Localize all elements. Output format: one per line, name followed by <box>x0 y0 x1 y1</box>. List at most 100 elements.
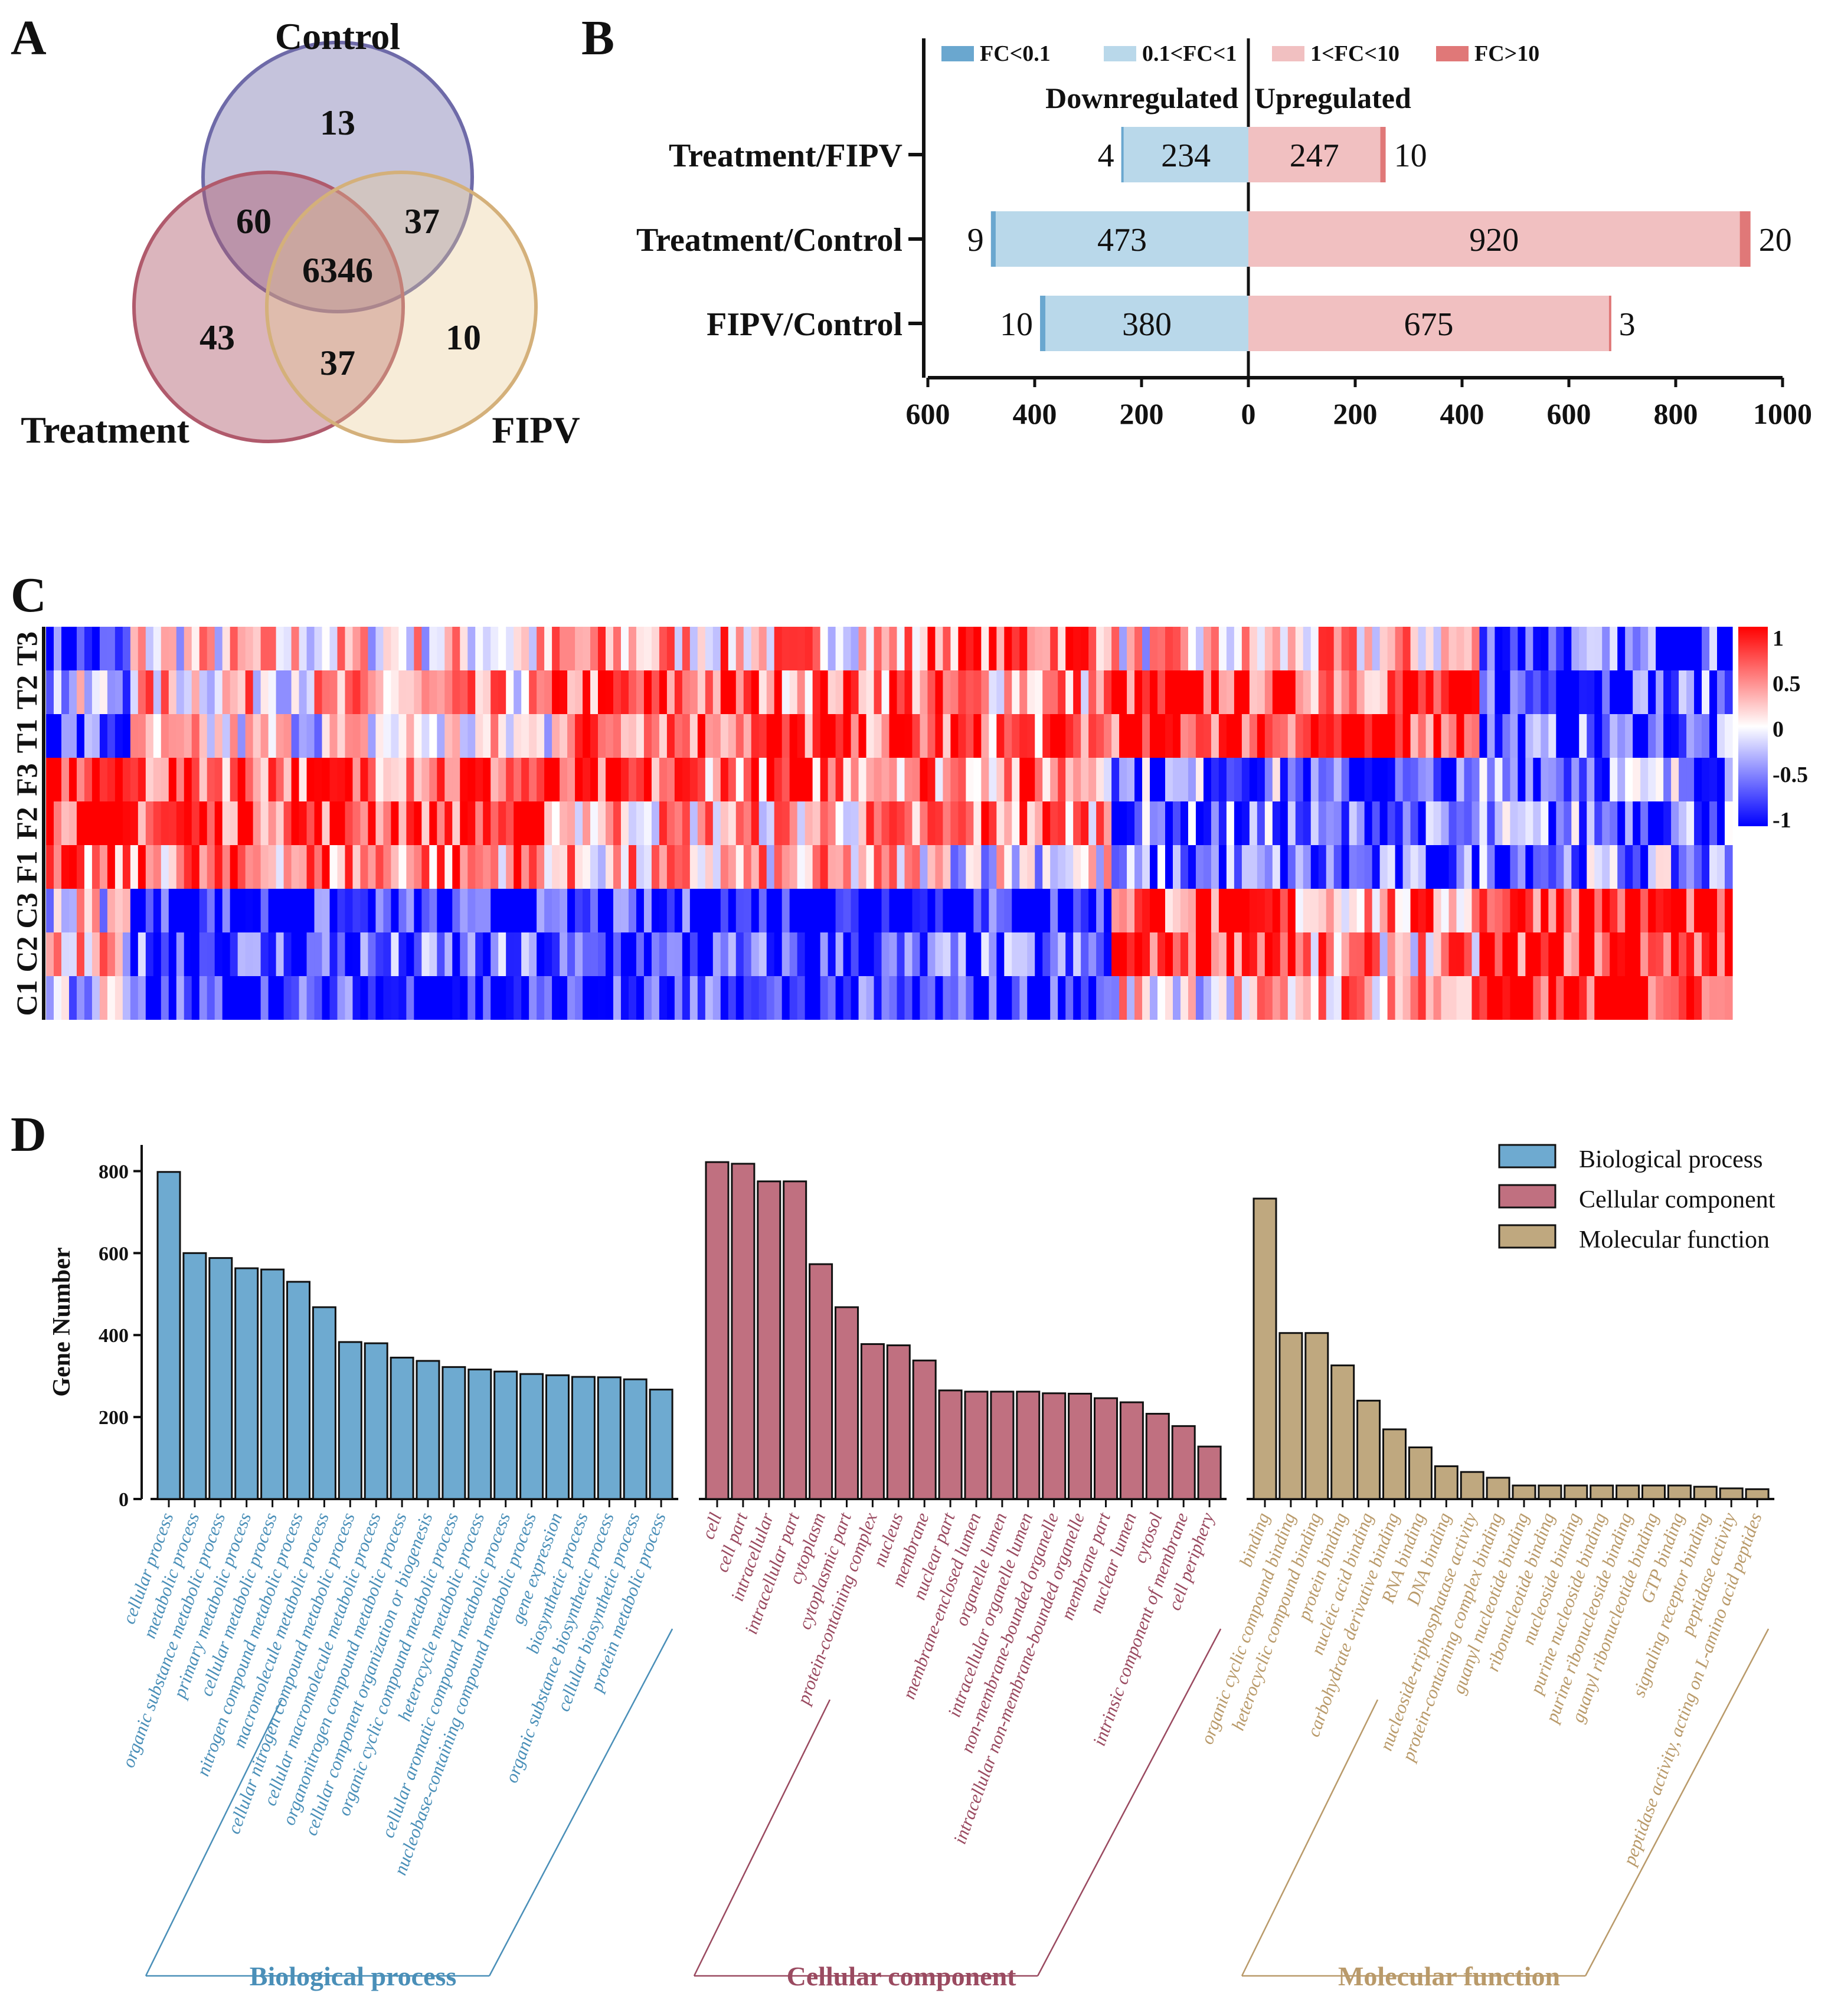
heatmap-cell <box>506 801 514 845</box>
heatmap-cell <box>560 627 568 670</box>
heatmap-cell <box>1257 889 1265 932</box>
heatmap-cell <box>613 627 622 670</box>
heatmap-cell <box>222 758 231 801</box>
heatmap-cell <box>781 976 790 1020</box>
heatmap-cell <box>1241 670 1250 714</box>
heatmap-cell <box>1679 801 1687 845</box>
heatmap-cell <box>352 801 361 845</box>
heatmap-cell <box>575 670 583 714</box>
go-bar <box>208 1257 233 1500</box>
heatmap-cell <box>207 758 215 801</box>
heatmap-cell <box>1249 889 1258 932</box>
heatmap-cell <box>529 889 537 932</box>
heatmap-cell <box>628 889 637 932</box>
heatmap-cell <box>230 845 238 889</box>
go-bar <box>649 1389 673 1500</box>
heatmap-cell <box>460 801 468 845</box>
heatmap-cell <box>697 932 706 976</box>
heatmap-cell <box>789 627 798 670</box>
heatmap-cell <box>429 758 437 801</box>
heatmap-cell <box>1648 627 1656 670</box>
heatmap-cell <box>498 714 506 758</box>
venn-count-control-only: 13 <box>320 103 355 142</box>
heatmap-cell <box>1280 758 1289 801</box>
heatmap-cell <box>950 670 959 714</box>
heatmap-cell <box>720 845 729 889</box>
heatmap-cell <box>138 627 146 670</box>
heatmap-cell <box>1119 758 1127 801</box>
heatmap-cell <box>84 627 93 670</box>
heatmap-cell <box>475 932 483 976</box>
heatmap-cell <box>153 976 162 1020</box>
heatmap-cell <box>76 932 85 976</box>
heatmap-cell <box>490 670 499 714</box>
heatmap-cell <box>1686 714 1695 758</box>
heatmap-cell <box>598 976 606 1020</box>
heatmap-cell <box>812 976 821 1020</box>
heatmap-cell <box>1617 889 1626 932</box>
heatmap-cell <box>1709 845 1718 889</box>
heatmap-cell <box>1088 845 1097 889</box>
heatmap-cell <box>306 714 315 758</box>
heatmap-cell <box>1127 714 1135 758</box>
heatmap-cell <box>843 976 852 1020</box>
heatmap-cell <box>789 976 798 1020</box>
heatmap-cell <box>743 758 752 801</box>
heatmap-cell <box>1019 932 1028 976</box>
heatmap-cell <box>1111 976 1120 1020</box>
heatmap-cell <box>1633 714 1641 758</box>
heatmap-cell <box>1502 932 1510 976</box>
heatmap-cell <box>276 976 284 1020</box>
heatmap-cell <box>130 758 139 801</box>
heatmap-cell <box>858 889 867 932</box>
heatmap-cell <box>345 670 354 714</box>
heatmap-cell <box>145 932 154 976</box>
heatmap-cell <box>1541 801 1549 845</box>
heatmap-cell <box>138 758 146 801</box>
heatmap-cell <box>689 889 698 932</box>
heatmap-cell <box>483 889 491 932</box>
heatmap-cell <box>1602 845 1610 889</box>
heatmap-cell <box>1234 976 1242 1020</box>
go-bar <box>1408 1446 1433 1500</box>
heatmap-cell <box>207 889 215 932</box>
heatmap-cell <box>237 845 246 889</box>
heatmap-cell <box>230 670 238 714</box>
heatmap-cell <box>1518 758 1526 801</box>
diverging-bar-chart: FC<0.1 0.1<FC<1 1<FC<10 FC>10 Downregula… <box>636 38 1812 430</box>
heatmap-cell <box>76 889 85 932</box>
heatmap-cell <box>1272 889 1281 932</box>
heatmap-cell <box>575 845 583 889</box>
heatmap-cell <box>368 976 377 1020</box>
heatmap-cell <box>1165 714 1173 758</box>
heatmap-cell <box>1625 627 1633 670</box>
heatmap-cell <box>567 932 575 976</box>
heatmap-cell <box>758 714 767 758</box>
heatmap-cell <box>253 670 261 714</box>
heatmap-cell <box>935 845 944 889</box>
heatmap-cell <box>1487 845 1496 889</box>
heatmap-cell <box>874 889 882 932</box>
heatmap-cell <box>483 758 491 801</box>
heatmap-cell <box>606 801 614 845</box>
value-label-up-gt-10: 20 <box>1759 222 1792 258</box>
heatmap-cell <box>1525 976 1533 1020</box>
heatmap-cell <box>391 976 399 1020</box>
heatmap-cell <box>1564 714 1572 758</box>
heatmap-cell <box>1418 932 1427 976</box>
heatmap-cell <box>1333 801 1342 845</box>
heatmap-cell <box>1310 801 1319 845</box>
heatmap-cell <box>881 845 890 889</box>
heatmap-cell <box>789 845 798 889</box>
heatmap-cell <box>590 889 599 932</box>
heatmap-cell <box>429 845 437 889</box>
heatmap-cell <box>1150 670 1158 714</box>
heatmap-cell <box>1211 845 1219 889</box>
heatmap-cell <box>1464 758 1473 801</box>
heatmap-cell <box>927 932 936 976</box>
heatmap-cell <box>1127 801 1135 845</box>
heatmap-cell <box>1280 627 1289 670</box>
heatmap-cell <box>1218 627 1227 670</box>
heatmap-cell <box>329 758 338 801</box>
heatmap-row-label: T1 <box>10 719 43 753</box>
